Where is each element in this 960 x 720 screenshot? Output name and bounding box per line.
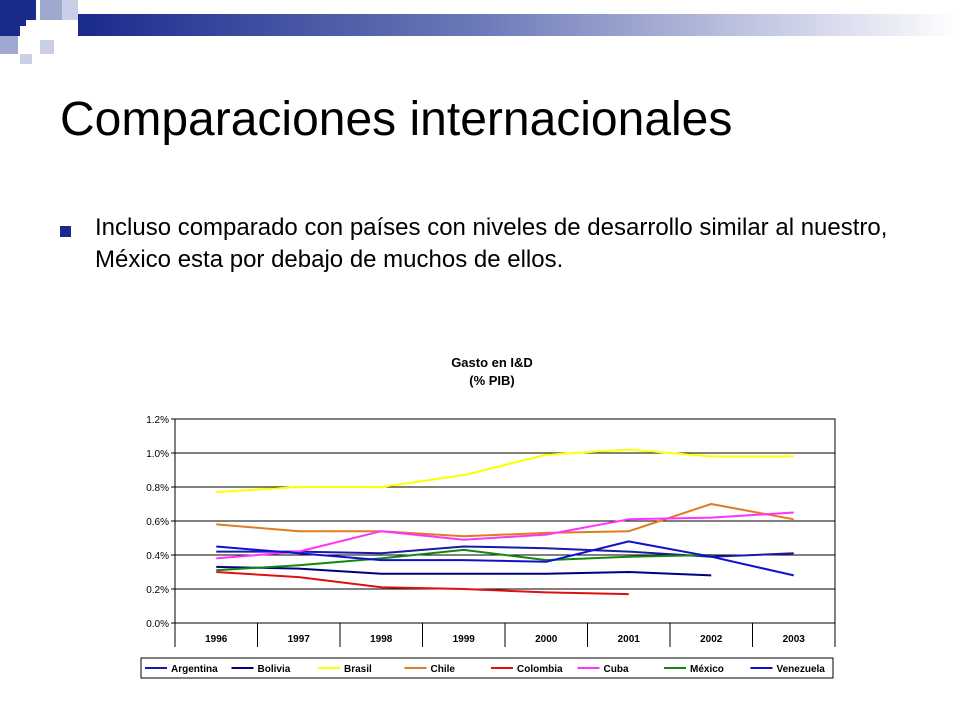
series-line-chile <box>216 503 794 538</box>
decor-square-small <box>12 12 26 26</box>
decor-square-pale-mid <box>40 40 54 54</box>
x-tick-label: 2000 <box>535 634 558 645</box>
series-line-colombia <box>216 571 629 596</box>
x-tick-label: 1997 <box>288 634 311 645</box>
series-line-mexico <box>216 548 712 572</box>
y-tick-label: 0.4% <box>146 551 169 562</box>
chart-subtitle: (% PIB) <box>469 373 515 388</box>
x-tick-label: 1999 <box>453 634 476 645</box>
x-tick-label: 2002 <box>700 634 723 645</box>
y-tick-label: 0.8% <box>146 483 169 494</box>
legend-label: Brasil <box>344 664 372 675</box>
legend-label: Cuba <box>604 664 629 675</box>
y-tick-label: 0.0% <box>146 619 169 630</box>
x-tick-label: 2001 <box>618 634 641 645</box>
legend-label: Chile <box>431 664 456 675</box>
bullet-square-icon <box>60 226 71 237</box>
y-tick-label: 0.6% <box>146 517 169 528</box>
series-line-bolivia <box>216 565 712 577</box>
legend-label: Venezuela <box>777 664 826 675</box>
legend-label: México <box>690 664 724 675</box>
series-line-brasil <box>216 448 794 494</box>
chart-title: Gasto en I&D <box>451 355 533 370</box>
legend-label: Bolivia <box>258 664 291 675</box>
legend-label: Colombia <box>517 664 563 675</box>
x-tick-label: 1996 <box>205 634 228 645</box>
decor-square-pale <box>62 0 78 20</box>
y-tick-label: 0.2% <box>146 585 169 596</box>
bullet-text: Incluso comparado con países con niveles… <box>95 214 888 273</box>
legend-box <box>140 657 834 679</box>
series-line-venezuela <box>216 540 794 577</box>
x-tick-label: 2003 <box>783 634 806 645</box>
y-tick-label: 1.0% <box>146 449 169 460</box>
header-gradient-bar <box>78 14 960 36</box>
decor-square-light <box>40 0 62 20</box>
decor-square-light-left <box>0 36 18 54</box>
y-tick-label: 1.2% <box>146 415 169 426</box>
x-tick-label: 1998 <box>370 634 393 645</box>
legend-label: Argentina <box>171 664 218 675</box>
decor-square-pale-bottom <box>20 54 32 64</box>
slide-title: Comparaciones internacionales <box>60 93 733 146</box>
series-line-cuba <box>216 511 794 560</box>
